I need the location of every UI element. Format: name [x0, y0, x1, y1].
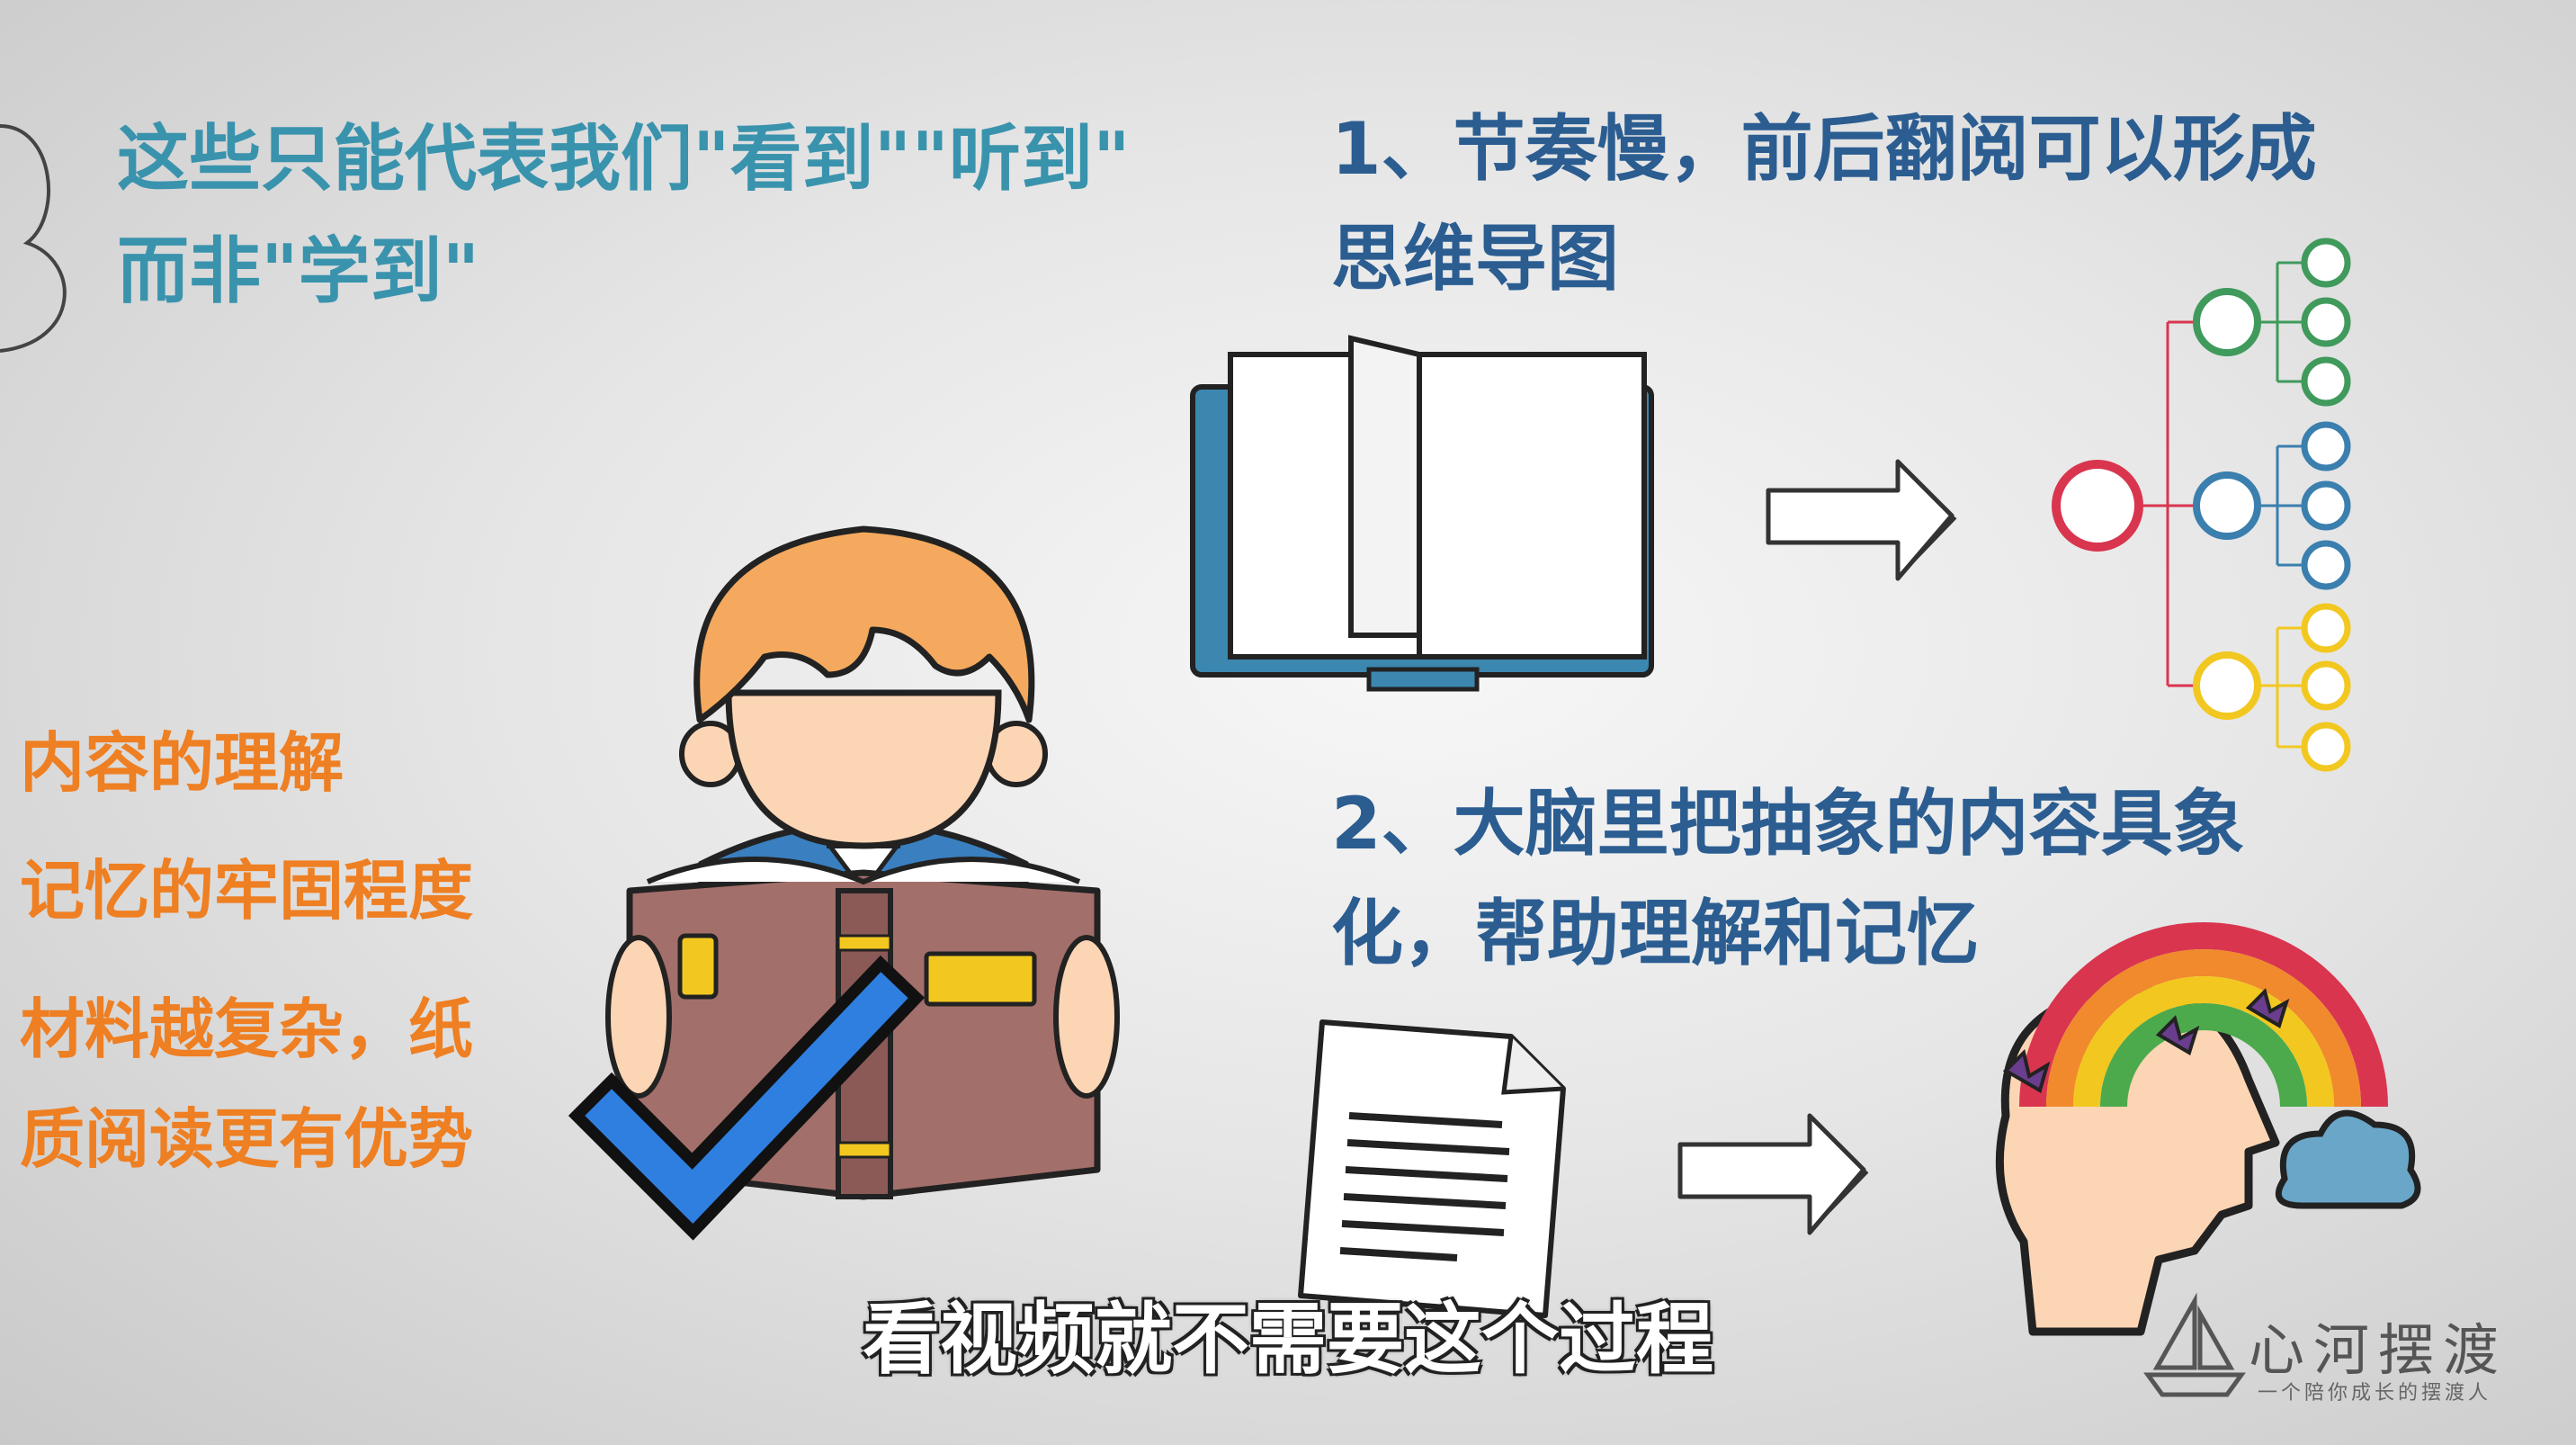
head-rainbow-icon [1995, 922, 2421, 1336]
subtitle-caption: 看视频就不需要这个过程 [863, 1295, 1713, 1385]
arrow-right-icon [1677, 1113, 1869, 1235]
heading-line-1: 这些只能代表我们"看到""听到" [117, 117, 1131, 201]
list-item: 质阅读更有优势 [20, 1101, 474, 1177]
logo-slogan: 一个陪你成长的摆渡人 [2258, 1382, 2492, 1405]
book-open-icon [1190, 335, 1654, 692]
cloud-doodle-icon [0, 124, 67, 353]
point2-line-2: 化，帮助理解和记忆 [1331, 892, 1979, 975]
list-item: 内容的理解 [20, 725, 344, 801]
arrow-right-icon [1766, 459, 1957, 581]
checkmark-icon [568, 955, 926, 1241]
logo-name: 心河摆渡 [2249, 1317, 2509, 1383]
heading-line-2: 而非"学到" [117, 229, 480, 313]
boat-logo-icon [2143, 1292, 2246, 1397]
list-item: 材料越复杂，纸 [20, 992, 474, 1067]
document-icon [1298, 1019, 1566, 1318]
point2-line-1: 2、大脑里把抽象的内容具象 [1331, 782, 2245, 866]
point1-line-2: 思维导图 [1331, 217, 1619, 301]
list-item: 记忆的牢固程度 [20, 853, 474, 929]
point1-line-1: 1、节奏慢，前后翻阅可以形成 [1331, 107, 2317, 191]
mind-map-icon [2052, 238, 2351, 772]
